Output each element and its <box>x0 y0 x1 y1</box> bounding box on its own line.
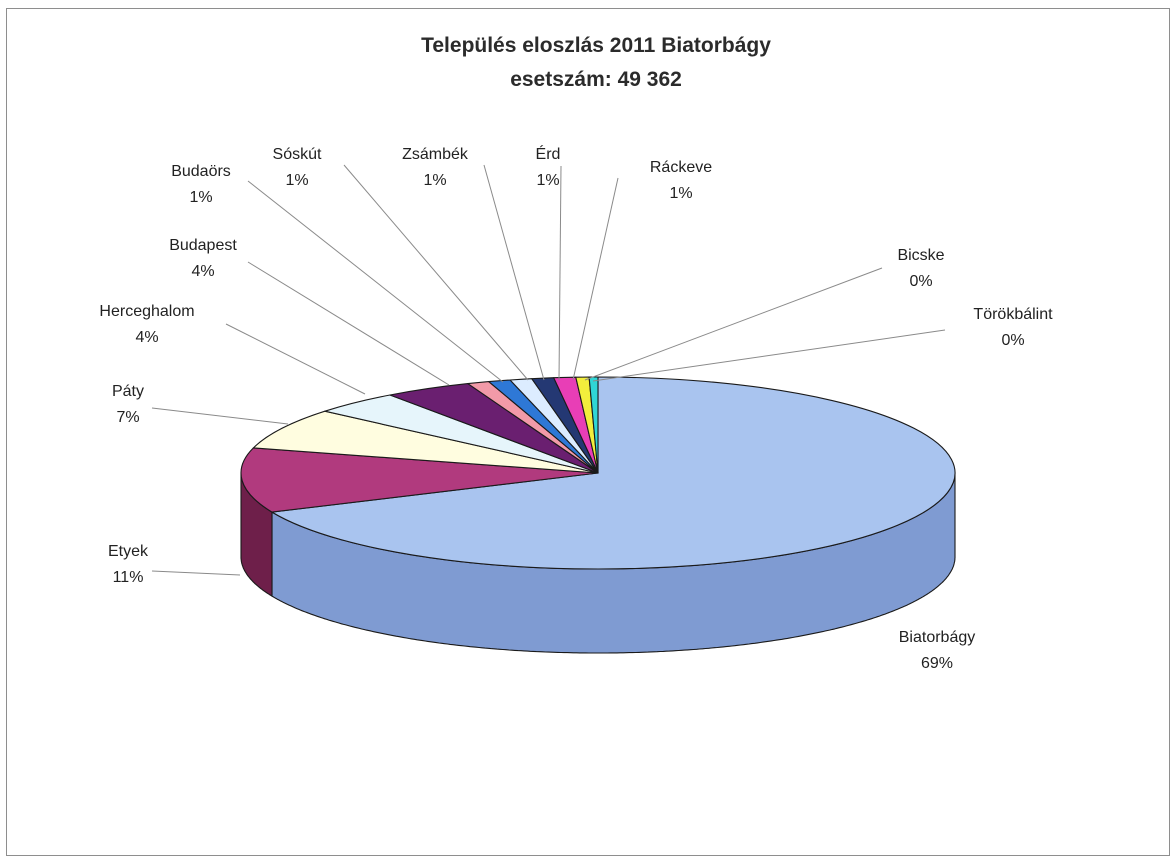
leader-line-torokbalint <box>592 329 946 382</box>
data-label-herceghalom-percent: 4% <box>135 329 158 346</box>
data-label-biatorbagy-percent: 69% <box>921 655 953 672</box>
data-label-biatorbagy-name: Biatorbágy <box>899 629 976 646</box>
data-label-budaors-percent: 1% <box>189 189 212 206</box>
slice-biatorbagy <box>271 376 956 570</box>
data-label-soskut-percent: 1% <box>285 172 308 189</box>
leader-line-soskut <box>343 164 529 381</box>
data-label-budaors-name: Budaörs <box>171 163 231 180</box>
slice-etyek <box>240 447 599 513</box>
data-label-erd-percent: 1% <box>536 172 559 189</box>
leader-line-rackeve <box>572 177 619 381</box>
chart-title: Település eloszlás 2011 Biatorbágy <box>421 34 771 57</box>
data-label-zsambek-percent: 1% <box>423 172 446 189</box>
data-label-bicske-percent: 0% <box>909 273 932 290</box>
data-label-etyek-name: Etyek <box>108 543 149 560</box>
data-label-soskut-name: Sóskút <box>273 146 322 163</box>
data-labels: Biatorbágy 69% Etyek 11% Páty 7% Herceghalom 4%… <box>99 144 1053 672</box>
data-label-paty-name: Páty <box>112 383 144 400</box>
data-label-paty-percent: 7% <box>116 409 139 426</box>
data-label-budapest-percent: 4% <box>191 263 214 280</box>
leader-line-paty <box>151 407 289 425</box>
leader-line-zsambek <box>483 164 545 381</box>
data-label-rackeve-percent: 1% <box>669 185 692 202</box>
leader-line-budaors <box>247 180 504 383</box>
data-label-bicske-name: Bicske <box>897 247 944 264</box>
leader-line-herceghalom <box>225 323 366 395</box>
data-label-budapest-name: Budapest <box>169 237 237 254</box>
data-label-torokbalint-name: Törökbálint <box>973 306 1053 323</box>
leader-line-budapest <box>247 261 450 386</box>
leader-lines <box>151 164 946 576</box>
leader-line-erd <box>558 165 562 381</box>
leader-line-bicske <box>584 267 883 381</box>
data-label-zsambek-name: Zsámbék <box>402 146 469 163</box>
pie-slices <box>240 376 956 570</box>
leader-line-etyek <box>151 570 241 576</box>
chart-subtitle: esetszám: 49 362 <box>510 68 682 91</box>
data-label-etyek-percent: 11% <box>113 569 144 586</box>
slice-paty <box>252 410 599 474</box>
data-label-torokbalint-percent: 0% <box>1001 332 1024 349</box>
data-label-herceghalom-name: Herceghalom <box>99 303 194 320</box>
data-label-rackeve-name: Ráckeve <box>650 159 712 176</box>
data-label-erd-name: Érd <box>536 144 561 163</box>
